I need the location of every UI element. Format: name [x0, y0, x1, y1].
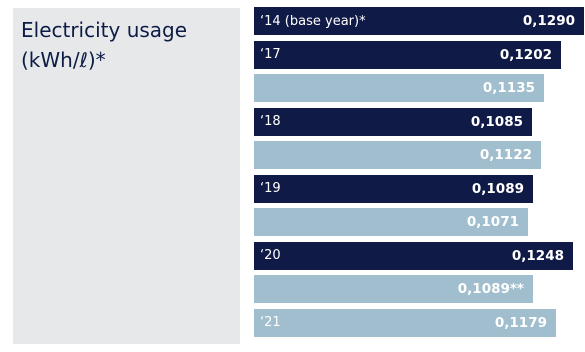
- bar-value-label: 0,1290: [522, 13, 575, 29]
- bar-2: 0,1135: [254, 74, 544, 102]
- bar-value-label: 0,1248: [511, 247, 564, 264]
- bar-9: ‘21 0,1179: [254, 308, 556, 337]
- bar-5: ‘19 0,1089: [254, 174, 533, 203]
- bar-6: 0,1071: [254, 208, 528, 236]
- bar-category-label: ‘14 (base year)*: [260, 13, 366, 29]
- bar-category-label: ‘18: [260, 114, 281, 129]
- bar-category-label: ‘19: [260, 181, 281, 196]
- bar-0: ‘14 (base year)* 0,1290: [254, 7, 584, 35]
- bar-value-label: 0,1202: [499, 46, 552, 63]
- bar-value-label: 0,1071: [466, 214, 519, 230]
- title-panel: [13, 8, 240, 344]
- bar-category-label: ‘20: [260, 248, 281, 263]
- bar-value-label: 0,1135: [482, 80, 535, 96]
- bar-category-label: ‘21: [260, 315, 281, 330]
- bar-3: ‘18 0,1085: [254, 107, 532, 136]
- bar-4: 0,1122: [254, 141, 541, 169]
- bar-7: ‘20 0,1248: [254, 241, 573, 270]
- bar-value-label: 0,1089: [471, 180, 524, 197]
- bar-category-label: ‘17: [260, 47, 281, 62]
- chart-title: Electricity usage (kWh/ℓ)*: [21, 18, 188, 72]
- bar-8: 0,1089**: [254, 275, 533, 303]
- bar-value-label: 0,1085: [470, 113, 523, 130]
- bar-value-label: 0,1122: [479, 147, 532, 163]
- bar-value-label: 0,1089**: [457, 281, 524, 297]
- bar-1: ‘17 0,1202: [254, 40, 561, 69]
- bar-value-label: 0,1179: [494, 314, 547, 331]
